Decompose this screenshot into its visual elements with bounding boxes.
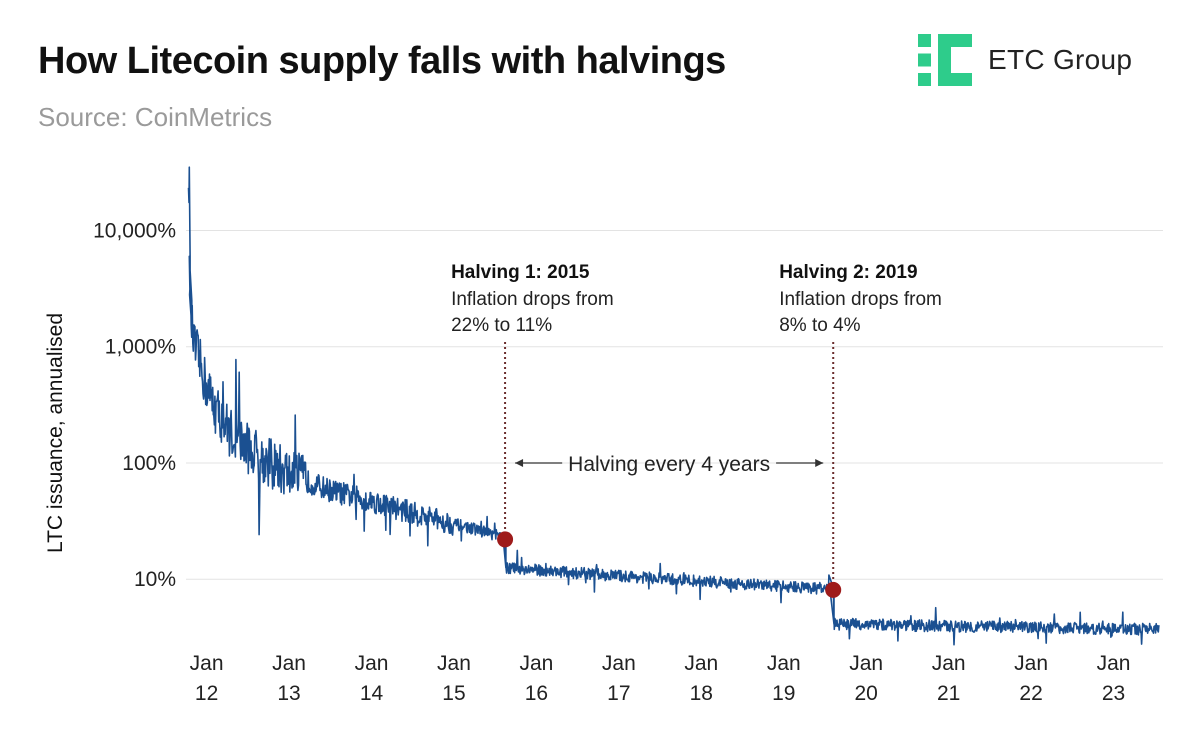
x-tick-label: Jan 21 xyxy=(932,652,966,705)
y-axis-ticks: 10,000% 1,000% 100% 10% xyxy=(93,219,176,591)
x-tick-label: Jan 19 xyxy=(767,652,801,705)
halving-point xyxy=(825,581,842,598)
x-tick-label: Jan 18 xyxy=(684,652,718,705)
annotations: Halving 1: 2015 Inflation drops from 22% t… xyxy=(451,262,942,598)
halving-point xyxy=(497,531,514,548)
x-tick-label: Jan 13 xyxy=(272,652,306,705)
x-tick-label: Jan 23 xyxy=(1097,652,1131,705)
series-line xyxy=(187,166,1160,646)
annotation-title: Halving 2: 2019 xyxy=(779,262,917,283)
halving-span-label: Halving every 4 years xyxy=(568,453,770,476)
logo-mark xyxy=(918,34,972,86)
y-axis-title: LTC issuance, annualised xyxy=(44,313,67,553)
x-tick-label: Jan 12 xyxy=(190,652,224,705)
chart-title: How Litecoin supply falls with halvings xyxy=(38,40,726,82)
y-tick-label: 100% xyxy=(122,452,176,475)
annotation-text: Inflation drops from xyxy=(451,289,614,310)
grid-lines xyxy=(186,229,1163,580)
series-layer xyxy=(187,166,1160,646)
x-tick-label: Jan 22 xyxy=(1014,652,1048,705)
annotation-text: 22% to 11% xyxy=(451,315,552,336)
y-tick-label: 10% xyxy=(134,568,176,591)
halving-span: Halving every 4 years xyxy=(515,453,824,476)
x-tick-label: Jan 14 xyxy=(355,652,389,705)
annotation-text: 8% to 4% xyxy=(779,315,860,336)
x-tick-label: Jan 16 xyxy=(519,652,553,705)
x-axis-ticks: Jan 12 Jan 13 Jan 14 Jan 15 Jan 16 Jan 17 Jan 18 Jan 19… xyxy=(190,652,1131,705)
annotation-title: Halving 1: 2015 xyxy=(451,262,590,283)
y-tick-label: 1,000% xyxy=(105,336,176,359)
y-tick-label: 10,000% xyxy=(93,219,176,242)
arrow-right-icon xyxy=(815,458,824,467)
x-tick-label: Jan 17 xyxy=(602,652,636,705)
arrow-left-icon xyxy=(515,458,524,467)
brand-logo: ETC Group xyxy=(918,34,1132,86)
x-tick-label: Jan 20 xyxy=(849,652,883,705)
x-tick-label: Jan 15 xyxy=(437,652,471,705)
chart-source: Source: CoinMetrics xyxy=(38,102,273,132)
annotation-text: Inflation drops from xyxy=(779,289,942,310)
brand-name: ETC Group xyxy=(988,44,1133,75)
etc-group-logo-icon xyxy=(918,34,972,86)
